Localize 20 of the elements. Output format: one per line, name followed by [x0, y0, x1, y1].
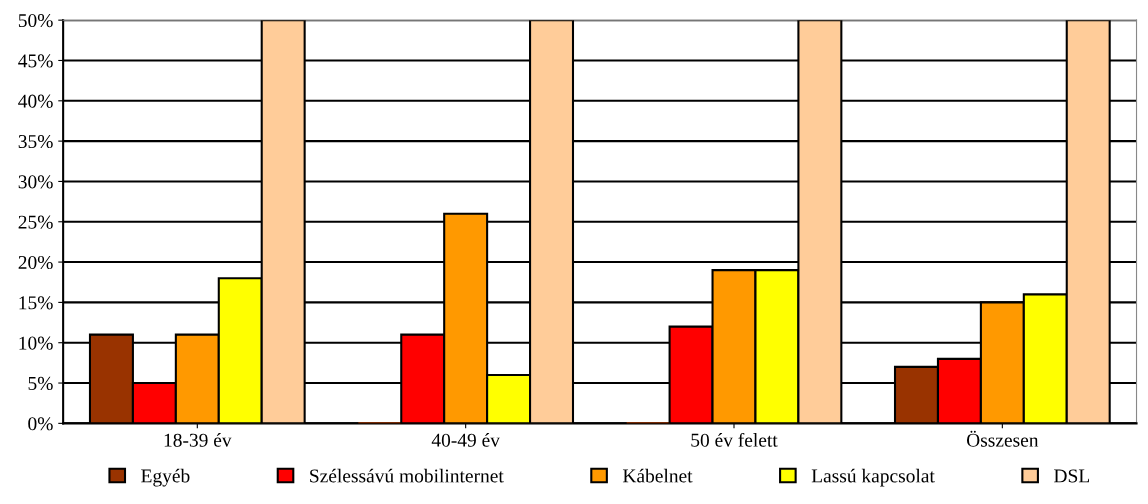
y-tick-label: 45% — [18, 54, 53, 68]
y-tick-label: 35% — [18, 134, 53, 149]
y-tick-label: 15% — [19, 296, 53, 310]
legend-label: Egyéb — [141, 468, 190, 487]
x-tick-label: 40-49 év — [431, 433, 500, 447]
x-tick-label: Összesen — [966, 430, 1039, 447]
legend-label: Kábelnet — [622, 468, 693, 483]
legend-label: Szélessávú mobilinternet — [310, 468, 504, 483]
legend-label: DSL — [1054, 469, 1090, 483]
y-tick-label: 25% — [18, 215, 53, 229]
x-tick-label: 18-39 év — [164, 433, 232, 447]
y-tick-label: 0% — [28, 417, 53, 431]
legend-label: Lassú kapcsolat — [811, 468, 935, 487]
y-tick-label: 50% — [18, 13, 53, 28]
x-tick-label: 50 év felett — [691, 432, 778, 447]
y-tick-label: 40% — [18, 94, 53, 108]
y-tick-label: 10% — [19, 336, 53, 350]
y-tick-label: 30% — [18, 175, 53, 189]
y-tick-label: 20% — [18, 255, 53, 270]
y-tick-label: 5% — [28, 376, 53, 391]
